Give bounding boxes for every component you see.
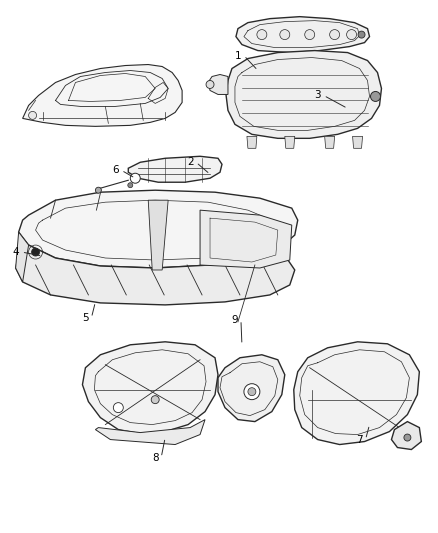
Polygon shape: [128, 156, 222, 182]
Circle shape: [151, 395, 159, 403]
Circle shape: [113, 402, 124, 413]
Text: 1: 1: [235, 51, 241, 61]
Circle shape: [95, 187, 101, 193]
Polygon shape: [82, 342, 218, 433]
Circle shape: [130, 173, 140, 183]
Circle shape: [404, 434, 411, 441]
Polygon shape: [236, 17, 370, 53]
Text: 8: 8: [152, 453, 159, 463]
Polygon shape: [218, 355, 285, 422]
Text: 3: 3: [314, 91, 321, 100]
Polygon shape: [23, 64, 182, 126]
Circle shape: [244, 384, 260, 400]
Circle shape: [346, 30, 357, 39]
Circle shape: [32, 248, 39, 256]
Polygon shape: [247, 136, 257, 148]
Polygon shape: [16, 245, 295, 305]
Polygon shape: [226, 51, 381, 139]
Text: 2: 2: [187, 157, 194, 167]
Polygon shape: [325, 136, 335, 148]
Polygon shape: [148, 200, 168, 270]
Circle shape: [305, 30, 314, 39]
Circle shape: [280, 30, 290, 39]
Circle shape: [358, 31, 365, 38]
Circle shape: [206, 80, 214, 88]
Text: 9: 9: [232, 315, 238, 325]
Text: 7: 7: [356, 434, 363, 445]
Polygon shape: [392, 422, 421, 449]
Text: 6: 6: [112, 165, 119, 175]
Polygon shape: [16, 232, 28, 282]
Circle shape: [128, 183, 133, 188]
Polygon shape: [353, 136, 363, 148]
Circle shape: [248, 387, 256, 395]
Circle shape: [330, 30, 339, 39]
Polygon shape: [285, 136, 295, 148]
Polygon shape: [19, 190, 298, 268]
Polygon shape: [200, 210, 292, 268]
Text: 4: 4: [12, 247, 19, 257]
Circle shape: [28, 111, 37, 119]
Polygon shape: [294, 342, 419, 445]
Text: 5: 5: [82, 313, 89, 323]
Polygon shape: [95, 419, 205, 445]
Circle shape: [257, 30, 267, 39]
Polygon shape: [208, 75, 228, 94]
Circle shape: [371, 92, 381, 101]
